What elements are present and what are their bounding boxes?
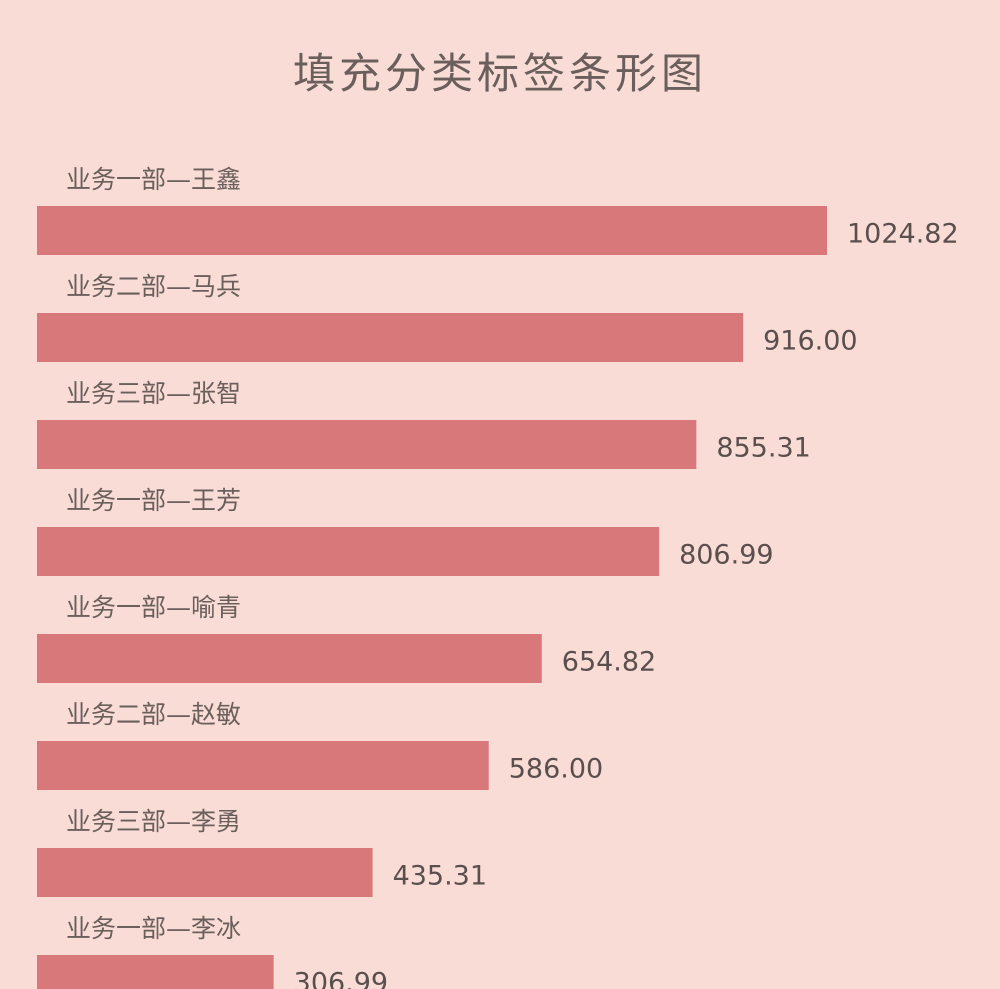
bar (37, 527, 660, 576)
bar (37, 741, 489, 790)
value-label: 806.99 (679, 540, 773, 571)
bar (37, 313, 744, 362)
value-label: 435.31 (393, 861, 487, 892)
value-label: 654.82 (562, 647, 656, 678)
category-label: 业务三部—张智 (66, 379, 241, 408)
value-label: 855.31 (716, 433, 810, 464)
value-label: 916.00 (763, 326, 857, 357)
bar (37, 420, 697, 469)
category-label: 业务一部—喻青 (66, 593, 241, 622)
bar (37, 206, 827, 255)
bar (37, 848, 373, 897)
chart-title: 填充分类标签条形图 (292, 49, 707, 98)
category-label: 业务一部—李冰 (66, 914, 241, 943)
value-label: 586.00 (509, 754, 603, 785)
category-label: 业务一部—王鑫 (66, 165, 241, 194)
value-label: 1024.82 (847, 219, 959, 250)
category-label: 业务二部—赵敏 (66, 700, 241, 729)
value-label: 306.99 (294, 968, 388, 989)
bar (37, 634, 542, 683)
category-label: 业务二部—马兵 (66, 272, 241, 301)
bar (37, 955, 274, 989)
category-label: 业务一部—王芳 (66, 486, 241, 515)
category-label: 业务三部—李勇 (66, 807, 241, 836)
